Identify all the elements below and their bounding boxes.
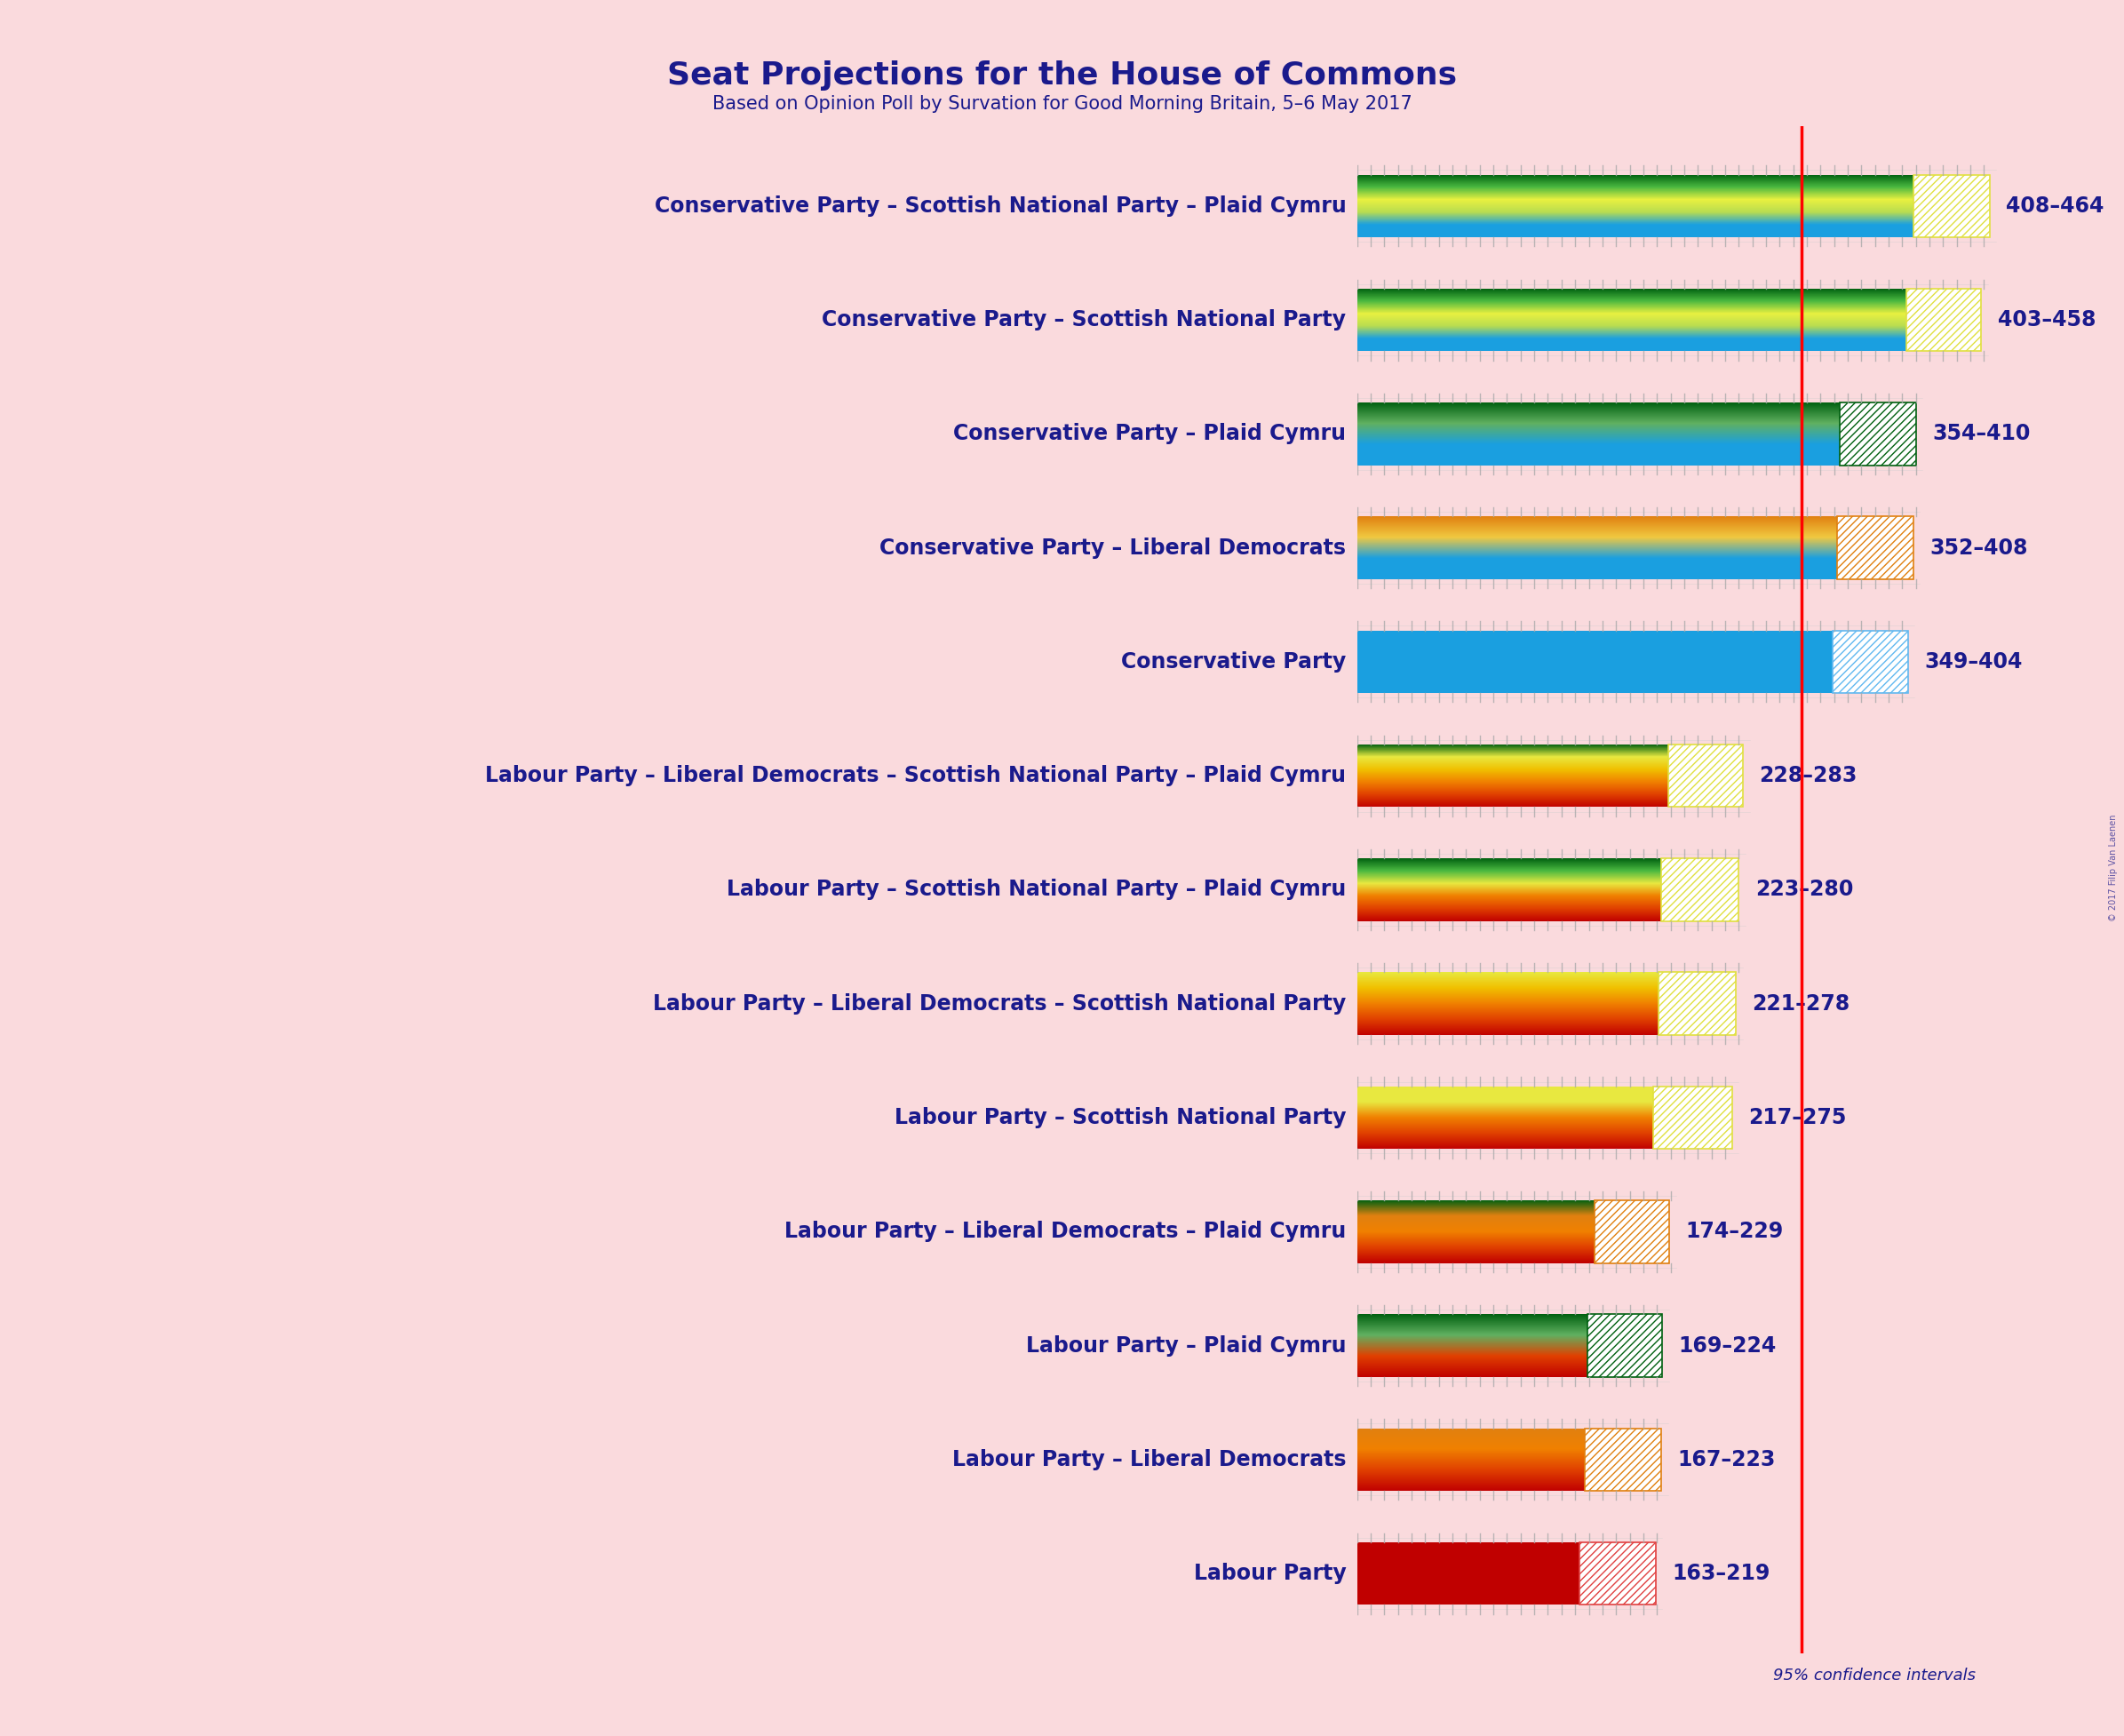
Text: 228–283: 228–283	[1759, 766, 1856, 786]
Text: 169–224: 169–224	[1678, 1335, 1776, 1356]
Text: 221–278: 221–278	[1752, 993, 1850, 1014]
Bar	[1837, 517, 1914, 580]
Text: Conservative Party: Conservative Party	[1121, 651, 1347, 672]
Text: 403–458: 403–458	[1999, 309, 2096, 330]
Text: 408–464: 408–464	[2005, 194, 2105, 217]
Text: 167–223: 167–223	[1678, 1450, 1776, 1470]
Text: 95% confidence intervals: 95% confidence intervals	[1774, 1668, 1975, 1684]
Bar	[1907, 288, 1982, 351]
Bar	[1587, 1314, 1663, 1377]
Text: Labour Party – Scottish National Party: Labour Party – Scottish National Party	[894, 1108, 1347, 1128]
Text: Labour Party – Scottish National Party – Plaid Cymru: Labour Party – Scottish National Party –…	[726, 878, 1347, 901]
Bar	[1659, 972, 1735, 1035]
Text: 349–404: 349–404	[1924, 651, 2022, 672]
Text: Labour Party – Liberal Democrats: Labour Party – Liberal Democrats	[952, 1450, 1347, 1470]
Text: Conservative Party – Scottish National Party – Plaid Cymru: Conservative Party – Scottish National P…	[654, 194, 1347, 217]
Text: Labour Party – Liberal Democrats – Scottish National Party: Labour Party – Liberal Democrats – Scott…	[652, 993, 1347, 1014]
Text: 352–408: 352–408	[1929, 536, 2028, 559]
Bar	[1661, 858, 1740, 922]
Bar	[1833, 630, 1907, 693]
Bar	[1652, 1087, 1731, 1149]
Bar	[1667, 745, 1744, 807]
Text: Seat Projections for the House of Commons: Seat Projections for the House of Common…	[667, 61, 1457, 90]
Text: Labour Party – Liberal Democrats – Plaid Cymru: Labour Party – Liberal Democrats – Plaid…	[784, 1220, 1347, 1243]
Bar	[1585, 1429, 1661, 1491]
Bar	[1839, 403, 1916, 465]
Bar	[1580, 1542, 1655, 1604]
Text: Labour Party – Plaid Cymru: Labour Party – Plaid Cymru	[1026, 1335, 1347, 1356]
Text: Labour Party: Labour Party	[1194, 1562, 1347, 1585]
Bar	[1595, 1200, 1669, 1262]
Text: Conservative Party – Liberal Democrats: Conservative Party – Liberal Democrats	[879, 536, 1347, 559]
Text: 163–219: 163–219	[1672, 1562, 1769, 1585]
Bar	[1914, 175, 1990, 238]
Text: 354–410: 354–410	[1933, 424, 2031, 444]
Text: 223–280: 223–280	[1754, 878, 1852, 901]
Text: Labour Party – Liberal Democrats – Scottish National Party – Plaid Cymru: Labour Party – Liberal Democrats – Scott…	[486, 766, 1347, 786]
Text: © 2017 Filip Van Laenen: © 2017 Filip Van Laenen	[2109, 814, 2118, 922]
Text: Based on Opinion Poll by Survation for Good Morning Britain, 5–6 May 2017: Based on Opinion Poll by Survation for G…	[712, 95, 1412, 113]
Text: 217–275: 217–275	[1748, 1108, 1846, 1128]
Text: Conservative Party – Plaid Cymru: Conservative Party – Plaid Cymru	[954, 424, 1347, 444]
Text: Conservative Party – Scottish National Party: Conservative Party – Scottish National P…	[822, 309, 1347, 330]
Text: 174–229: 174–229	[1686, 1220, 1784, 1243]
